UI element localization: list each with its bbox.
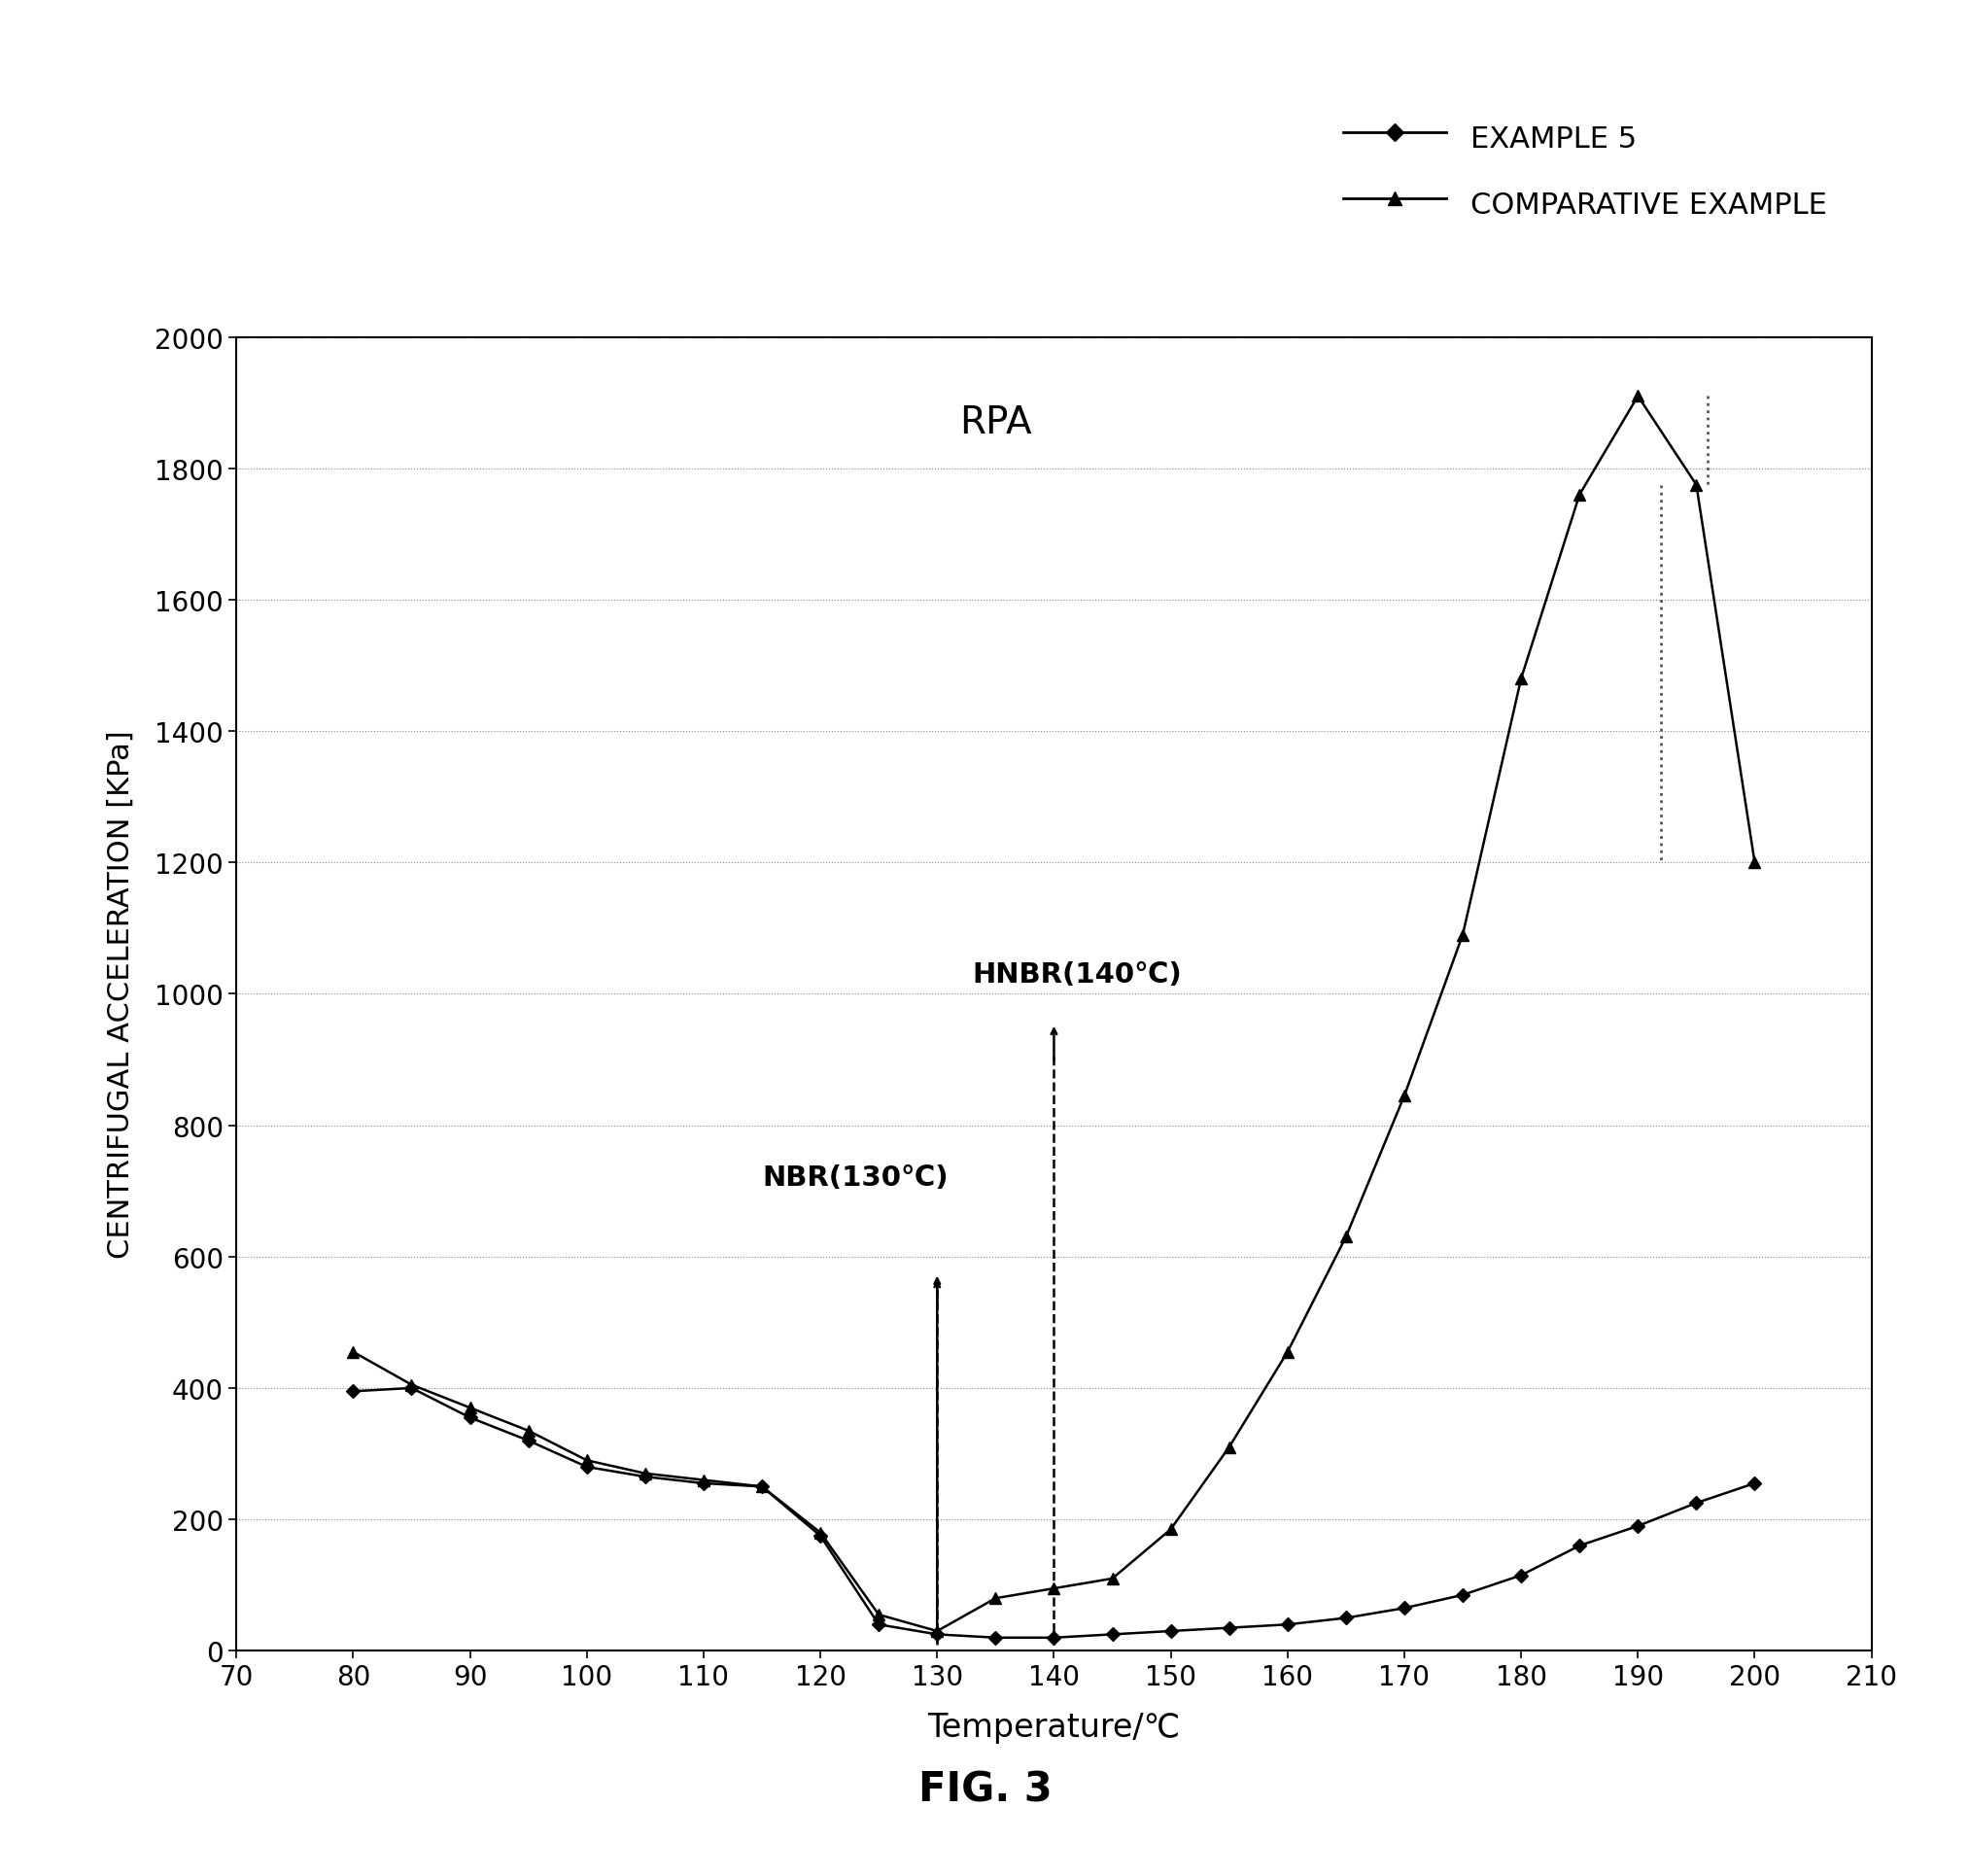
Y-axis label: CENTRIFUGAL ACCELERATION [KPa]: CENTRIFUGAL ACCELERATION [KPa]	[106, 730, 134, 1259]
Text: RPA: RPA	[959, 405, 1032, 441]
Text: FIG. 3: FIG. 3	[918, 1769, 1052, 1810]
Legend: EXAMPLE 5, COMPARATIVE EXAMPLE: EXAMPLE 5, COMPARATIVE EXAMPLE	[1314, 90, 1856, 251]
Text: HNBR(140℃): HNBR(140℃)	[973, 961, 1182, 987]
Text: NBR(130℃): NBR(130℃)	[762, 1163, 948, 1191]
X-axis label: Temperature/℃: Temperature/℃	[928, 1711, 1180, 1743]
